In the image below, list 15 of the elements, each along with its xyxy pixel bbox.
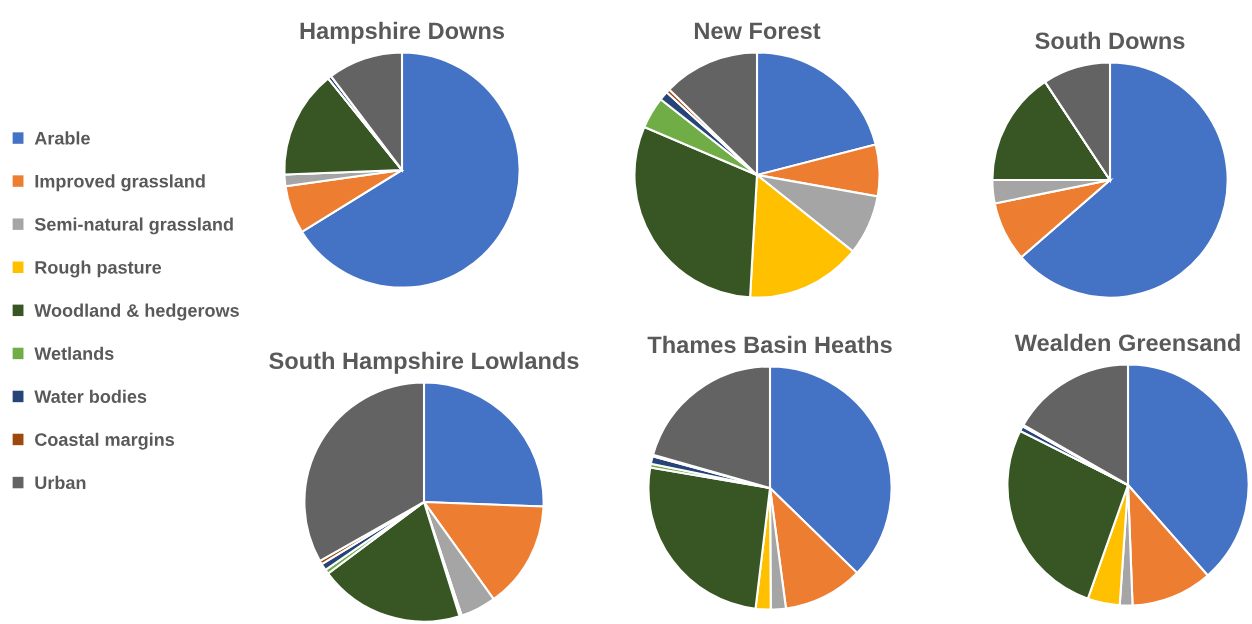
chart-title: New Forest <box>694 22 821 40</box>
legend-label: Woodland & hedgerows <box>34 303 239 321</box>
legend-label: Water bodies <box>34 389 147 403</box>
legend-label: Urban <box>35 475 86 490</box>
legend-label: Semi-natural grassland <box>34 217 233 235</box>
chart-title: Wealden Greensand <box>1014 333 1240 352</box>
legend-label: Improved grassland <box>35 174 205 192</box>
legend-label: Rough pasture <box>35 260 162 278</box>
chart-title: South Hampshire Lowlands <box>269 351 579 374</box>
chart-title: South Downs <box>1035 31 1185 50</box>
chart-title: Hampshire Downs <box>300 21 505 44</box>
legend-label: Wetlands <box>34 346 114 360</box>
chart-title: Thames Basin Heaths <box>647 335 892 354</box>
legend-label: Arable <box>34 131 90 145</box>
legend-label: Coastal margins <box>35 432 175 450</box>
